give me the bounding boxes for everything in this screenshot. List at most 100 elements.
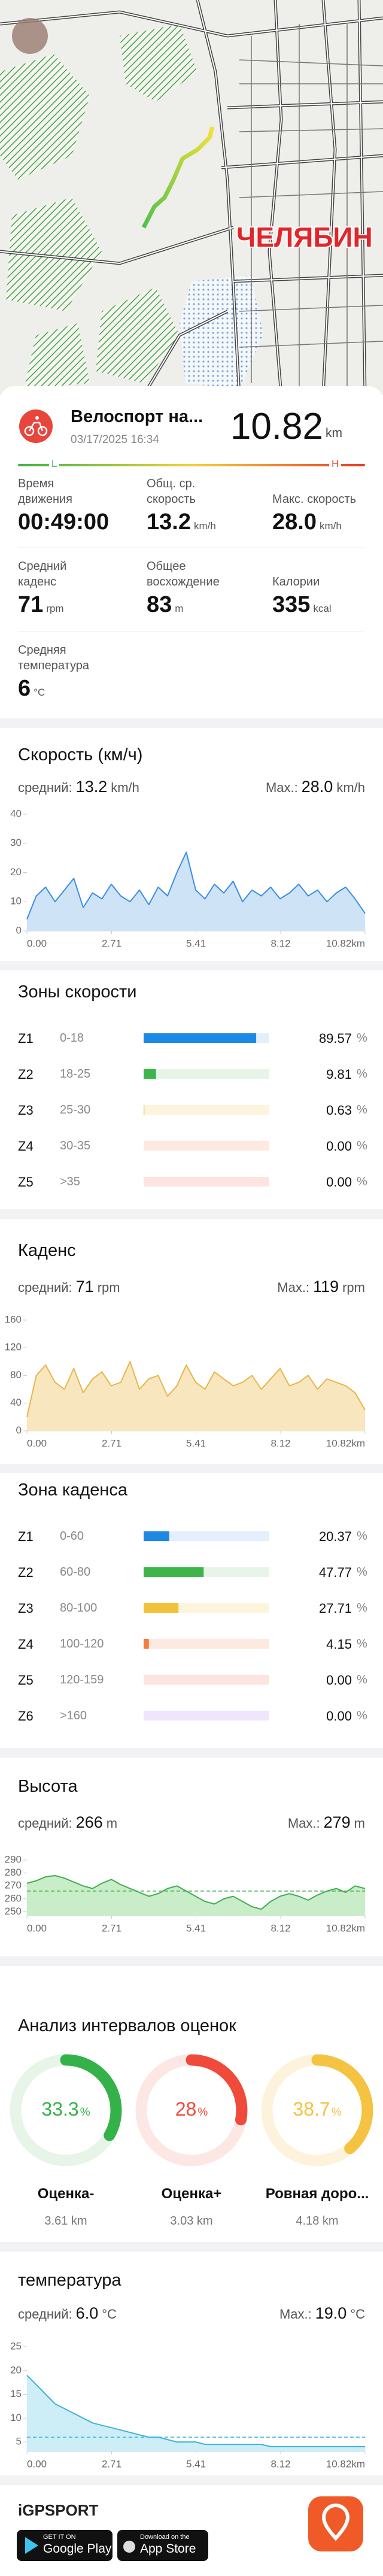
zone-unit: % — [357, 1673, 367, 1686]
section-gap — [0, 1956, 383, 1966]
area — [27, 1361, 365, 1431]
average-unit: m — [106, 1816, 118, 1831]
zone-track — [144, 1141, 269, 1151]
y-tick-label: 260 — [5, 1892, 22, 1904]
stat-value-row: 335 kcal — [272, 592, 332, 618]
zone-range: 18-25 — [60, 1067, 91, 1081]
badge-small: Download on the — [140, 2533, 190, 2541]
badge-big[interactable]: App Store — [140, 2542, 196, 2556]
y-tick-label: 5 — [16, 2436, 22, 2447]
average-row: средний: 266 m — [18, 1813, 117, 1832]
stat-unit: km/h — [193, 520, 216, 532]
zone-unit: % — [357, 1031, 367, 1045]
line — [26, 1361, 366, 1418]
badge-big[interactable]: Google Play — [43, 2542, 112, 2556]
x-tick-label: 0.00 — [27, 937, 47, 949]
zone-range: >35 — [60, 1175, 80, 1188]
interval-distance: 4.18 km — [296, 2214, 339, 2228]
section-title: Каденс — [18, 1241, 76, 1260]
zone-range: >160 — [60, 1709, 87, 1722]
average-unit: °C — [102, 2307, 117, 2322]
section-title: Зоны скорости — [18, 982, 137, 1002]
zone-bar — [144, 1603, 179, 1613]
donut-arc — [135, 2054, 248, 2167]
section-title: температура — [18, 2271, 121, 2290]
y-tick-label: 10 — [10, 2412, 22, 2423]
zone-bar — [144, 1531, 169, 1541]
activity-card — [0, 386, 383, 727]
section-gap — [0, 1209, 383, 1219]
stat-unit: rpm — [46, 603, 64, 614]
donut-center: 38.7% — [257, 2098, 377, 2120]
badge-small: GET IT ON — [43, 2533, 76, 2541]
interval-name: Оценка+ — [161, 2186, 222, 2202]
intensity-bar — [18, 464, 365, 466]
section-gap — [0, 1748, 383, 1758]
zone-value: 27.71 — [318, 1601, 352, 1616]
zone-track — [144, 1177, 269, 1187]
area — [27, 2375, 365, 2451]
max-row: Max.: 19.0 °C — [279, 2304, 365, 2323]
zone-name: Z3 — [18, 1103, 34, 1118]
max-unit: rpm — [342, 1280, 365, 1295]
y-tick-label: 40 — [10, 1397, 22, 1408]
zone-value: 0.00 — [326, 1139, 352, 1154]
max-label: Max.: — [265, 780, 298, 795]
zone-value: 0.00 — [326, 1673, 352, 1688]
zone-range: 30-35 — [60, 1139, 91, 1152]
sport-icon — [19, 409, 53, 443]
average-row: средний: 71 rpm — [18, 1278, 120, 1296]
stat-value: 13.2 — [147, 509, 191, 535]
average-value: 13.2 — [75, 778, 108, 796]
zone-unit: % — [357, 1530, 367, 1543]
x-tick-label: 5.41 — [186, 1922, 206, 1934]
max-unit: km/h — [336, 780, 365, 795]
section-title: Зона каденса — [18, 1480, 127, 1500]
area — [27, 852, 365, 931]
donut-value: 38.7 — [293, 2098, 330, 2120]
y-tick-label: 160 — [5, 1313, 22, 1325]
zone-range: 25-30 — [60, 1103, 91, 1116]
y-tick-label: 10 — [10, 896, 22, 907]
line — [26, 851, 366, 920]
x-tick-label: 10.82km — [326, 1437, 365, 1449]
y-tick-label: 120 — [5, 1342, 22, 1353]
max-row: Max.: 119 rpm — [277, 1278, 365, 1296]
activity-date: 03/17/2025 16:34 — [71, 433, 159, 446]
x-tick-label: 8.12 — [270, 937, 290, 949]
average-value: 266 — [75, 1813, 103, 1831]
section-gap — [0, 2475, 383, 2485]
x-tick-label: 10.82km — [326, 2458, 365, 2469]
zone-bar — [144, 1639, 149, 1649]
stat-value-row: 00:49:00 — [18, 509, 109, 535]
zone-value: 47.77 — [318, 1565, 352, 1580]
max-label: Max.: — [277, 1280, 310, 1295]
max-row: Max.: 28.0 km/h — [266, 778, 365, 796]
stat-unit: kcal — [313, 603, 332, 614]
zone-name: Z5 — [18, 1175, 34, 1190]
scale-high: H — [329, 458, 342, 470]
section-title: Анализ интервалов оценок — [18, 2016, 236, 2035]
zone-name: Z2 — [18, 1067, 34, 1082]
section-title: Скорость (км/ч) — [18, 745, 143, 764]
x-tick-label: 5.41 — [186, 937, 206, 949]
donut-unit: % — [197, 2106, 208, 2119]
donut-value: 28 — [175, 2098, 197, 2120]
max-unit: m — [354, 1816, 365, 1831]
x-tick-label: 0.00 — [27, 1437, 47, 1449]
stat-label: Средний каденс — [18, 560, 67, 588]
stat-unit: km/h — [319, 520, 342, 532]
y-tick-label: 40 — [10, 808, 22, 819]
x-tick-label: 8.12 — [270, 1922, 290, 1934]
zone-name: Z6 — [18, 1709, 34, 1724]
zone-unit: % — [357, 1565, 367, 1579]
zone-track — [144, 1531, 269, 1541]
donut-arc — [10, 2054, 122, 2167]
average-value: 6.0 — [75, 2304, 99, 2322]
y-tick-label: 280 — [5, 1867, 22, 1878]
x-tick-label: 10.82km — [326, 1922, 365, 1934]
stat-value-row: 28.0 km/h — [272, 509, 342, 535]
max-label: Max.: — [279, 2307, 312, 2322]
zone-track — [144, 1105, 269, 1115]
